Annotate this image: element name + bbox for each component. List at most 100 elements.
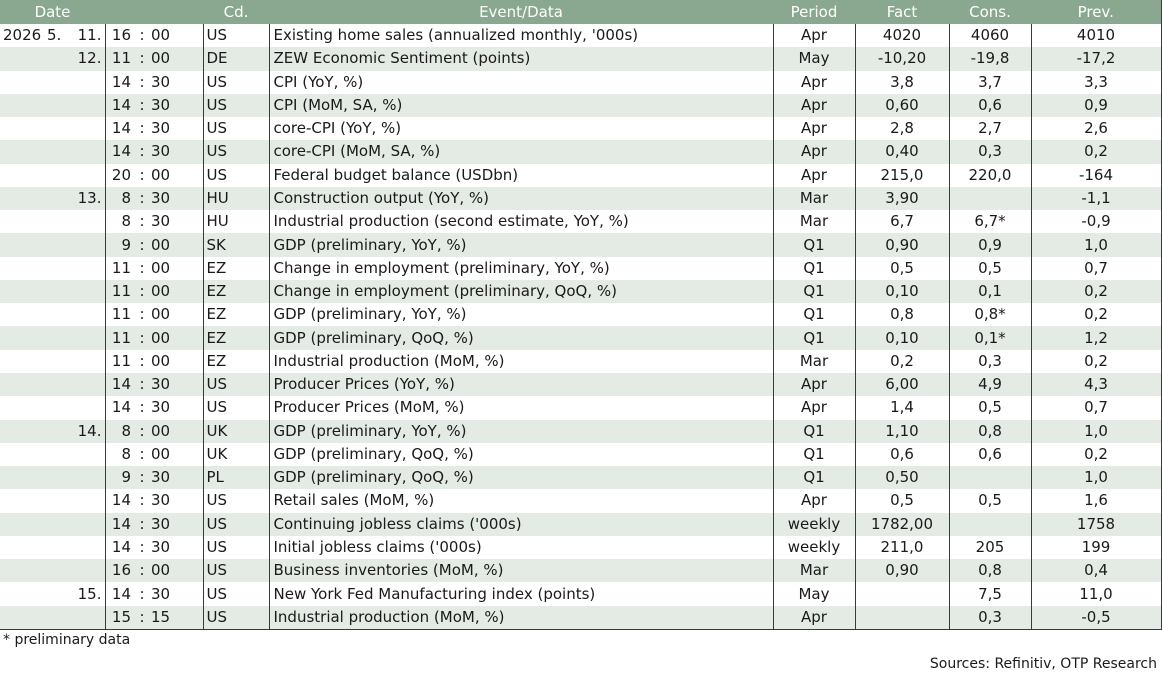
previous-value: 1,0: [1031, 466, 1161, 490]
date-year: [0, 372, 45, 397]
event-name: Producer Prices (MoM, %): [269, 396, 774, 420]
time-separator: :: [133, 605, 151, 630]
event-name: Change in employment (preliminary, QoQ, …: [269, 279, 774, 304]
date-day: [75, 163, 106, 187]
period: Apr: [773, 140, 856, 164]
time-minute: 00: [151, 326, 204, 350]
date-day: 11.: [75, 24, 106, 48]
event-name: GDP (preliminary, QoQ, %): [269, 466, 774, 490]
consensus-value: 0,5: [949, 256, 1032, 280]
header-prev: Prev.: [1031, 0, 1161, 24]
date-year: [0, 512, 45, 536]
time-minute: 00: [151, 442, 204, 467]
date-month: [45, 326, 75, 350]
period: Q1: [773, 303, 856, 327]
date-year: [0, 303, 45, 326]
event-name: Producer Prices (YoY, %): [269, 372, 774, 397]
table-row: 14:30 US Producer Prices (MoM, %) Apr 1,4 0,5…: [0, 396, 1161, 420]
fact-value: 3,8: [855, 70, 950, 94]
period: Mar: [773, 186, 856, 211]
date-day: [75, 442, 106, 467]
economic-calendar-table: Date Cd. Event/Data Period Fact Cons. Pr…: [0, 0, 1162, 630]
time-minute: 00: [151, 419, 204, 443]
fact-value: [855, 605, 950, 630]
consensus-value: 2,7: [949, 117, 1032, 141]
previous-value: 1,0: [1031, 233, 1161, 257]
country-code: EZ: [203, 279, 270, 304]
date-month: [45, 559, 75, 583]
date-year: [0, 279, 45, 304]
time-separator: :: [139, 584, 145, 603]
time-hour: 14: [105, 93, 133, 118]
consensus-value: 0,3: [949, 605, 1032, 630]
time-hour: 8: [105, 419, 133, 443]
date-month: [45, 117, 75, 140]
time-minute: 30: [151, 93, 204, 118]
date-day: [75, 210, 106, 234]
date-day: [75, 512, 106, 536]
event-name: Federal budget balance (USDbn): [269, 163, 774, 187]
country-code: PL: [203, 466, 270, 490]
date-month: [45, 257, 75, 280]
date-day: [75, 466, 106, 490]
consensus-value: 0,5: [949, 396, 1032, 420]
time-hour: 14: [111, 398, 131, 417]
time-minute: 00: [151, 163, 204, 187]
time-separator: :: [139, 119, 145, 138]
date-month: [45, 489, 75, 512]
date-year: [0, 257, 45, 280]
time-separator: :: [139, 351, 145, 370]
fact-value: 0,6: [855, 442, 950, 467]
consensus-value: 0,6: [949, 442, 1032, 467]
previous-value: 4010: [1076, 26, 1116, 45]
date-day: [75, 93, 106, 118]
date-day: 13.: [75, 186, 106, 211]
time-separator: :: [139, 72, 145, 91]
time-separator: :: [133, 93, 151, 118]
previous-value: 0,2: [1084, 305, 1108, 324]
previous-value: 4,3: [1031, 372, 1161, 397]
time-separator: :: [139, 398, 145, 417]
consensus-value: 6,7*: [949, 210, 1032, 234]
consensus-value: 4,9: [949, 372, 1032, 397]
previous-value: 1758: [1031, 512, 1161, 536]
table-row: 20:00 US Federal budget balance (USDbn) Apr…: [0, 163, 1161, 187]
time-separator: :: [133, 466, 151, 490]
previous-value: 0,2: [1084, 444, 1108, 463]
time-minute: 30: [151, 466, 204, 490]
fact-value: 1782,00: [855, 512, 950, 536]
date-year: 2026: [3, 26, 42, 45]
country-code: US: [203, 396, 270, 420]
previous-value: -0,9: [1081, 212, 1111, 231]
fact-value: 0,40: [855, 140, 950, 164]
time-minute: 30: [151, 512, 204, 536]
country-code: US: [203, 70, 270, 94]
date-month: [45, 396, 75, 419]
time-hour: 16: [111, 26, 131, 45]
country-code: UK: [203, 442, 270, 467]
fact-value: 6,7: [855, 210, 950, 234]
country-code: HU: [203, 210, 270, 234]
fact-value: 0,60: [855, 93, 950, 118]
country-code: EZ: [203, 349, 270, 373]
event-name: Construction output (YoY, %): [269, 186, 774, 211]
date-day: 14.: [75, 419, 106, 443]
date-day: [75, 372, 106, 397]
time-hour: 14: [111, 72, 131, 91]
consensus-value: 220,0: [949, 163, 1032, 187]
event-name: Business inventories (MoM, %): [269, 559, 774, 583]
period: Mar: [773, 349, 856, 373]
fact-value: 3,90: [855, 186, 950, 211]
consensus-value: 0,6: [949, 93, 1032, 118]
time-hour: 16: [105, 559, 133, 583]
period: Q1: [773, 233, 856, 257]
fact-value: [855, 582, 950, 606]
date-day: [75, 326, 106, 350]
country-code: US: [203, 24, 270, 48]
table-row: 14:30 US Producer Prices (YoY, %) Apr 6,00 4,…: [0, 372, 1161, 397]
time-minute: 00: [151, 24, 204, 48]
sources-note: Sources: Refinitiv, OTP Research: [929, 656, 1157, 672]
event-name: New York Fed Manufacturing index (points…: [269, 582, 774, 606]
consensus-value: 0,5: [949, 489, 1032, 513]
table-row: 2026 5. 11. 16:00 US Existing home sales (ann…: [0, 24, 1161, 48]
